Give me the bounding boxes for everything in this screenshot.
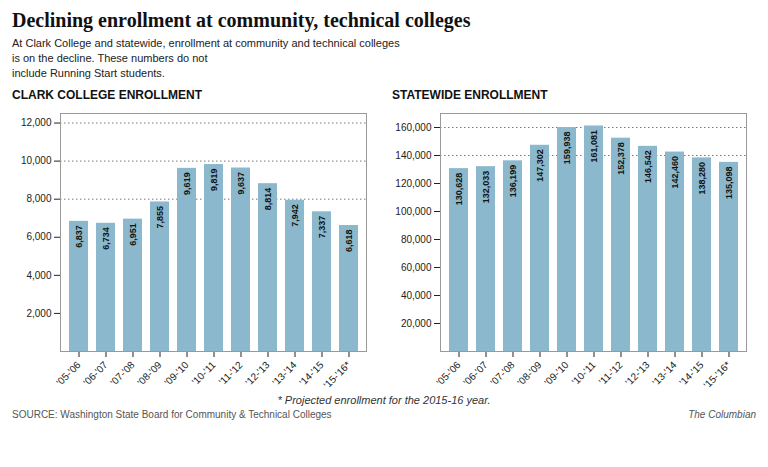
svg-text:8,814: 8,814 — [263, 188, 273, 211]
svg-text:20,000: 20,000 — [401, 318, 432, 329]
svg-text:'11-'12: '11-'12 — [597, 359, 625, 387]
svg-text:'14-'15: '14-'15 — [297, 359, 326, 388]
svg-text:2,000: 2,000 — [26, 308, 51, 319]
svg-text:12,000: 12,000 — [21, 117, 52, 128]
svg-text:'10-'11: '10-'11 — [570, 359, 598, 387]
svg-text:'14-'15: '14-'15 — [677, 359, 706, 388]
html-text:CLARK COLLEGE ENROLLMENT: CLARK COLLEGE ENROLLMENT — [12, 88, 202, 102]
html-text:SOURCE: Washington State Board: SOURCE: Washington State Board for Commu… — [12, 409, 332, 420]
svg-text:132,033: 132,033 — [481, 171, 491, 204]
svg-text:'11-'12: '11-'12 — [217, 359, 245, 387]
svg-text:6,734: 6,734 — [101, 227, 111, 250]
html-text:Declining enrollment at commun: Declining enrollment at community, techn… — [12, 9, 471, 31]
svg-text:'08-'09: '08-'09 — [515, 359, 544, 388]
svg-text:100,000: 100,000 — [395, 206, 432, 217]
svg-text:6,000: 6,000 — [26, 231, 51, 242]
svg-text:135,098: 135,098 — [724, 166, 734, 199]
html-text:The Columbian: The Columbian — [688, 409, 756, 420]
svg-text:136,199: 136,199 — [508, 165, 518, 198]
svg-text:152,378: 152,378 — [616, 142, 626, 175]
svg-text:146,542: 146,542 — [643, 150, 653, 183]
svg-text:'05-'06: '05-'06 — [434, 359, 463, 388]
svg-text:'09-'10: '09-'10 — [162, 359, 191, 388]
svg-text:'08-'09: '08-'09 — [135, 359, 164, 388]
svg-text:'13-'14: '13-'14 — [650, 359, 679, 388]
html-text:At Clark College and statewide: At Clark College and statewide, enrollme… — [12, 37, 400, 79]
svg-text:'06-'07: '06-'07 — [81, 359, 110, 388]
svg-text:7,855: 7,855 — [155, 206, 165, 229]
svg-text:6,951: 6,951 — [128, 223, 138, 246]
svg-text:142,460: 142,460 — [670, 156, 680, 189]
html-text:STATEWIDE ENROLLMENT: STATEWIDE ENROLLMENT — [392, 88, 548, 102]
svg-text:'13-'14: '13-'14 — [270, 359, 299, 388]
svg-text:80,000: 80,000 — [401, 234, 432, 245]
svg-text:140,000: 140,000 — [395, 150, 432, 161]
svg-text:9,819: 9,819 — [209, 169, 219, 192]
svg-text:'07-'08: '07-'08 — [108, 359, 137, 388]
svg-text:160,000: 160,000 — [395, 122, 432, 133]
svg-text:'05-'06: '05-'06 — [54, 359, 83, 388]
svg-text:130,628: 130,628 — [454, 173, 464, 206]
svg-text:'07-'08: '07-'08 — [488, 359, 517, 388]
svg-text:120,000: 120,000 — [395, 178, 432, 189]
svg-text:159,938: 159,938 — [562, 132, 572, 165]
svg-text:'10-'11: '10-'11 — [190, 359, 218, 387]
svg-text:147,302: 147,302 — [535, 149, 545, 182]
svg-text:138,280: 138,280 — [697, 162, 707, 195]
svg-text:'09-'10: '09-'10 — [542, 359, 571, 388]
svg-text:4,000: 4,000 — [26, 270, 51, 281]
svg-text:161,081: 161,081 — [589, 130, 599, 163]
svg-text:60,000: 60,000 — [401, 262, 432, 273]
html-text:* Projected enrollment for the: * Projected enrollment for the 2015-16 y… — [277, 394, 491, 406]
svg-text:'12-'13: '12-'13 — [623, 359, 652, 388]
svg-text:8,000: 8,000 — [26, 193, 51, 204]
svg-text:9,619: 9,619 — [182, 172, 192, 195]
svg-text:7,337: 7,337 — [317, 216, 327, 239]
svg-text:40,000: 40,000 — [401, 290, 432, 301]
svg-text:6,618: 6,618 — [344, 229, 354, 252]
svg-text:'12-'13: '12-'13 — [243, 359, 272, 388]
svg-text:'15-'16*: '15-'16* — [321, 359, 352, 390]
svg-text:10,000: 10,000 — [21, 155, 52, 166]
svg-text:6,837: 6,837 — [74, 225, 84, 248]
svg-text:'06-'07: '06-'07 — [461, 359, 490, 388]
svg-text:'15-'16*: '15-'16* — [701, 359, 732, 390]
svg-text:9,637: 9,637 — [236, 172, 246, 195]
svg-text:7,942: 7,942 — [290, 204, 300, 227]
